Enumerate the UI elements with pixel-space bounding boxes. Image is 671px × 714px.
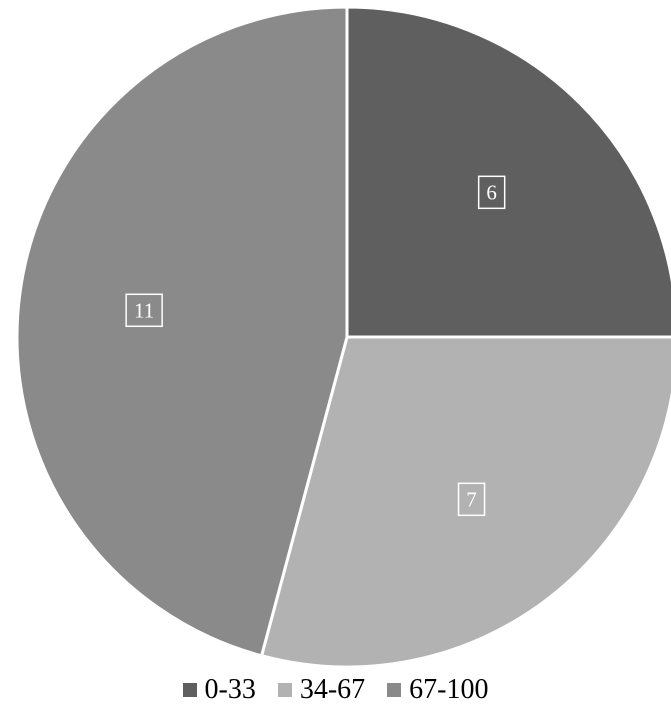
chart-legend: 0-33 34-67 67-100 bbox=[0, 672, 671, 708]
legend-item-0-33: 0-33 bbox=[182, 674, 256, 706]
pie-data-label-34-67: 7 bbox=[457, 482, 486, 517]
legend-label-0-33: 0-33 bbox=[204, 674, 256, 705]
pie-slice-34-67 bbox=[260, 335, 671, 669]
pie-slice-67-100 bbox=[15, 5, 349, 658]
legend-item-34-67: 34-67 bbox=[277, 674, 366, 706]
pie-data-label-text: 6 bbox=[486, 180, 497, 204]
legend-label-34-67: 34-67 bbox=[299, 674, 366, 705]
pie-data-label-text: 11 bbox=[134, 298, 154, 322]
pie-data-label-0-33: 6 bbox=[477, 175, 506, 210]
pie-data-label-box bbox=[125, 293, 163, 328]
legend-item-67-100: 67-100 bbox=[387, 674, 488, 706]
pie-data-label-text: 7 bbox=[466, 487, 477, 511]
pie-data-label-box bbox=[477, 175, 506, 210]
legend-swatch-0-33 bbox=[182, 683, 197, 697]
pie-slice-0-33 bbox=[345, 5, 671, 339]
legend-swatch-67-100 bbox=[387, 683, 402, 697]
legend-swatch-34-67 bbox=[277, 683, 292, 697]
legend-label-67-100: 67-100 bbox=[409, 674, 489, 705]
pie-data-label-67-100: 11 bbox=[125, 293, 163, 328]
pie-data-label-box bbox=[457, 482, 486, 517]
